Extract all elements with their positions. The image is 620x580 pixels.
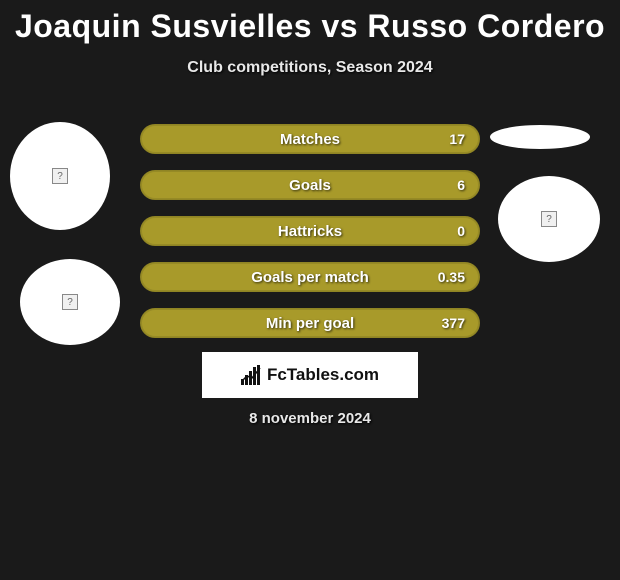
stat-value: 0 (457, 223, 465, 239)
brand-icon (241, 365, 263, 385)
stat-label: Min per goal (266, 315, 354, 332)
stat-value: 6 (457, 177, 465, 193)
brand-badge: FcTables.com (202, 352, 418, 398)
page-title: Joaquin Susvielles vs Russo Cordero (0, 0, 620, 45)
stat-row: Min per goal 377 (140, 308, 480, 338)
stat-value: 0.35 (438, 269, 465, 285)
image-placeholder-icon: ? (52, 168, 68, 184)
player-avatar-left-1: ? (10, 122, 110, 230)
stat-row: Hattricks 0 (140, 216, 480, 246)
stats-container: Matches 17 Goals 6 Hattricks 0 Goals per match… (140, 124, 480, 354)
player-avatar-left-2: ? (20, 259, 120, 345)
stat-label: Goals (289, 177, 331, 194)
date-label: 8 november 2024 (0, 410, 620, 427)
brand-label: FcTables.com (267, 365, 379, 385)
stat-value: 17 (449, 131, 465, 147)
decorative-ellipse (490, 125, 590, 149)
stat-label: Hattricks (278, 223, 342, 240)
stat-row: Goals 6 (140, 170, 480, 200)
stat-row: Goals per match 0.35 (140, 262, 480, 292)
image-placeholder-icon: ? (62, 294, 78, 310)
stat-row: Matches 17 (140, 124, 480, 154)
stat-label: Goals per match (251, 269, 369, 286)
subtitle: Club competitions, Season 2024 (0, 59, 620, 77)
image-placeholder-icon: ? (541, 211, 557, 227)
stat-label: Matches (280, 131, 340, 148)
player-avatar-right: ? (498, 176, 600, 262)
stat-value: 377 (442, 315, 465, 331)
